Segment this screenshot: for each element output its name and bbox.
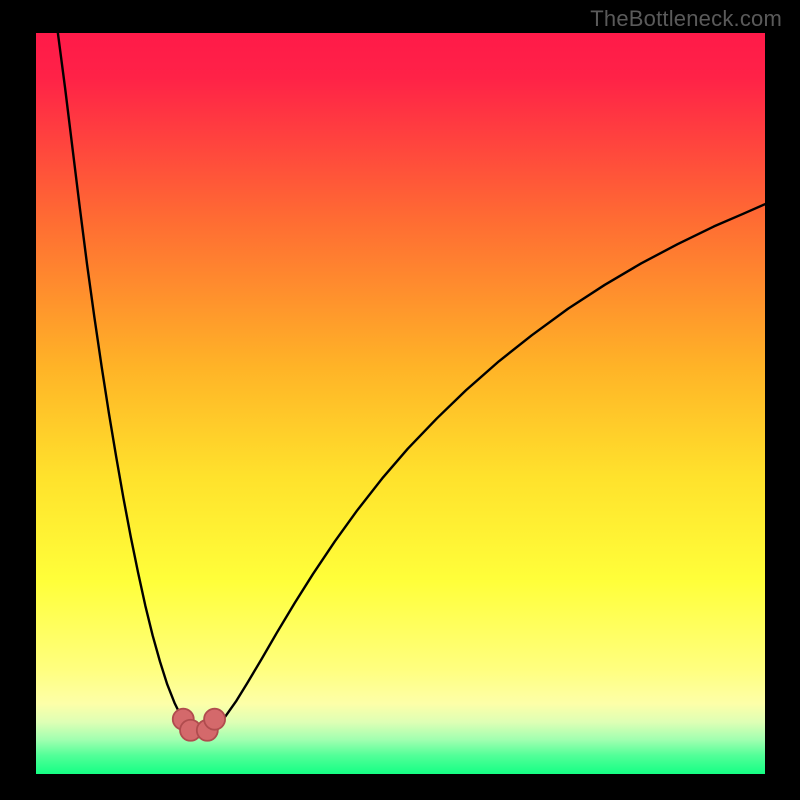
chart-svg: [36, 33, 765, 774]
watermark-text: TheBottleneck.com: [590, 6, 782, 32]
chart-container: [36, 33, 765, 774]
gradient-background: [36, 33, 765, 774]
marker-dot: [204, 709, 225, 730]
